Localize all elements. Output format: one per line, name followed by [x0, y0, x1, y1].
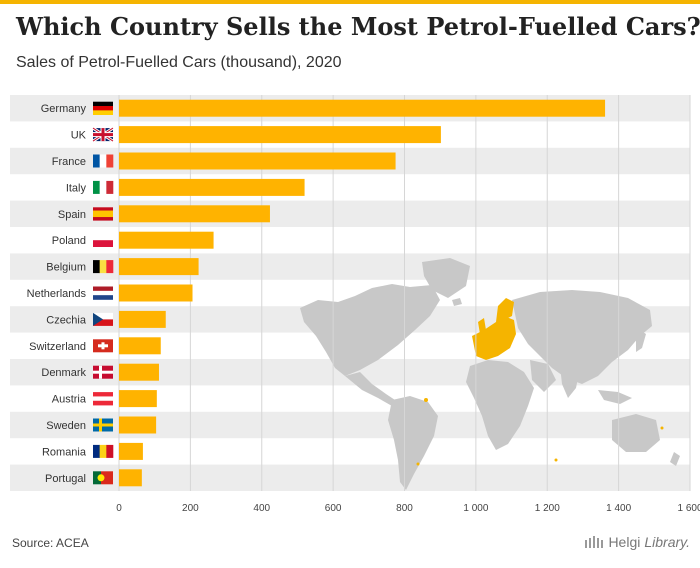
- x-tick-label: 0: [116, 503, 122, 514]
- bar-poland: [119, 231, 214, 249]
- sweden-flag-icon: [93, 418, 113, 432]
- chart-title: Which Country Sells the Most Petrol-Fuel…: [16, 12, 700, 41]
- category-label: Romania: [42, 446, 87, 458]
- x-tick-label: 1 200: [535, 503, 560, 514]
- bar-sweden: [119, 416, 157, 434]
- brand-suffix: Library.: [644, 534, 690, 550]
- category-label: Germany: [41, 103, 87, 115]
- bar-italy: [119, 178, 305, 196]
- bar-denmark: [119, 363, 159, 381]
- x-tick-label: 1 600: [677, 503, 700, 514]
- category-label: Denmark: [41, 367, 86, 379]
- brand-logo: Helgi Library.: [584, 534, 690, 550]
- bar-germany: [119, 99, 606, 117]
- category-label: Portugal: [45, 473, 86, 485]
- category-label: UK: [71, 130, 87, 142]
- bar-switzerland: [119, 337, 161, 355]
- portugal-flag-icon: [93, 471, 113, 485]
- category-label: Italy: [66, 182, 87, 194]
- bar-portugal: [119, 469, 142, 487]
- bar-austria: [119, 390, 157, 408]
- romania-flag-icon: [93, 444, 114, 458]
- poland-flag-icon: [93, 233, 113, 247]
- bar-romania: [119, 442, 143, 460]
- bar-czechia: [119, 310, 166, 328]
- category-label: Belgium: [46, 262, 86, 274]
- category-label: Switzerland: [29, 341, 86, 353]
- italy-flag-icon: [93, 180, 114, 194]
- library-icon: [585, 536, 604, 548]
- x-tick-label: 600: [325, 503, 342, 514]
- chart-subtitle: Sales of Petrol-Fuelled Cars (thousand),…: [16, 54, 342, 71]
- category-label: Spain: [58, 209, 86, 221]
- brand-name: Helgi: [608, 534, 641, 550]
- europe-highlight: [472, 316, 516, 360]
- czechia-flag-icon: [93, 312, 113, 326]
- x-tick-label: 200: [182, 503, 199, 514]
- netherlands-flag-icon: [93, 286, 113, 300]
- bar-belgium: [119, 258, 199, 276]
- source-note: Source: ACEA: [12, 536, 89, 550]
- bar-france: [119, 152, 396, 170]
- category-label: Czechia: [46, 314, 87, 326]
- category-label: Sweden: [46, 420, 86, 432]
- category-label: Austria: [52, 394, 87, 406]
- x-tick-label: 1 400: [606, 503, 631, 514]
- category-label: Netherlands: [27, 288, 87, 300]
- x-tick-label: 1 000: [463, 503, 488, 514]
- x-tick-label: 400: [253, 503, 270, 514]
- bar-uk: [119, 126, 441, 144]
- category-label: France: [52, 156, 86, 168]
- uk-flag-icon: [92, 126, 114, 143]
- category-label: Poland: [52, 235, 86, 247]
- bar-spain: [119, 205, 270, 223]
- belgium-flag-icon: [93, 260, 114, 274]
- austria-flag-icon: [93, 392, 113, 406]
- x-tick-label: 800: [396, 503, 413, 514]
- spain-flag-icon: [93, 207, 113, 221]
- bar-netherlands: [119, 284, 193, 302]
- germany-flag-icon: [93, 101, 113, 115]
- denmark-flag-icon: [93, 365, 113, 379]
- accent-bar: [0, 0, 700, 4]
- france-flag-icon: [93, 154, 114, 168]
- switzerland-flag-icon: [93, 339, 113, 353]
